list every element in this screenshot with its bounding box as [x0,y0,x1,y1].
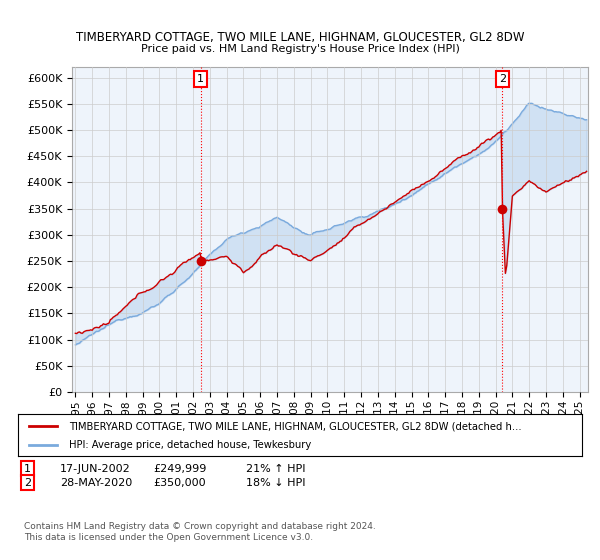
Text: 28-MAY-2020: 28-MAY-2020 [60,478,132,488]
Text: 2: 2 [24,478,31,488]
Text: TIMBERYARD COTTAGE, TWO MILE LANE, HIGHNAM, GLOUCESTER, GL2 8DW (detached h...: TIMBERYARD COTTAGE, TWO MILE LANE, HIGHN… [69,421,521,431]
Text: HPI: Average price, detached house, Tewkesbury: HPI: Average price, detached house, Tewk… [69,440,311,450]
Text: £350,000: £350,000 [153,478,206,488]
Text: 18% ↓ HPI: 18% ↓ HPI [246,478,305,488]
Text: 17-JUN-2002: 17-JUN-2002 [60,464,131,474]
Text: Contains HM Land Registry data © Crown copyright and database right 2024.: Contains HM Land Registry data © Crown c… [24,522,376,531]
Text: TIMBERYARD COTTAGE, TWO MILE LANE, HIGHNAM, GLOUCESTER, GL2 8DW: TIMBERYARD COTTAGE, TWO MILE LANE, HIGHN… [76,31,524,44]
Text: 1: 1 [24,464,31,474]
Text: 1: 1 [197,74,204,84]
Text: Price paid vs. HM Land Registry's House Price Index (HPI): Price paid vs. HM Land Registry's House … [140,44,460,54]
Text: £249,999: £249,999 [153,464,206,474]
Text: 21% ↑ HPI: 21% ↑ HPI [246,464,305,474]
Text: This data is licensed under the Open Government Licence v3.0.: This data is licensed under the Open Gov… [24,533,313,542]
Text: 2: 2 [499,74,506,84]
